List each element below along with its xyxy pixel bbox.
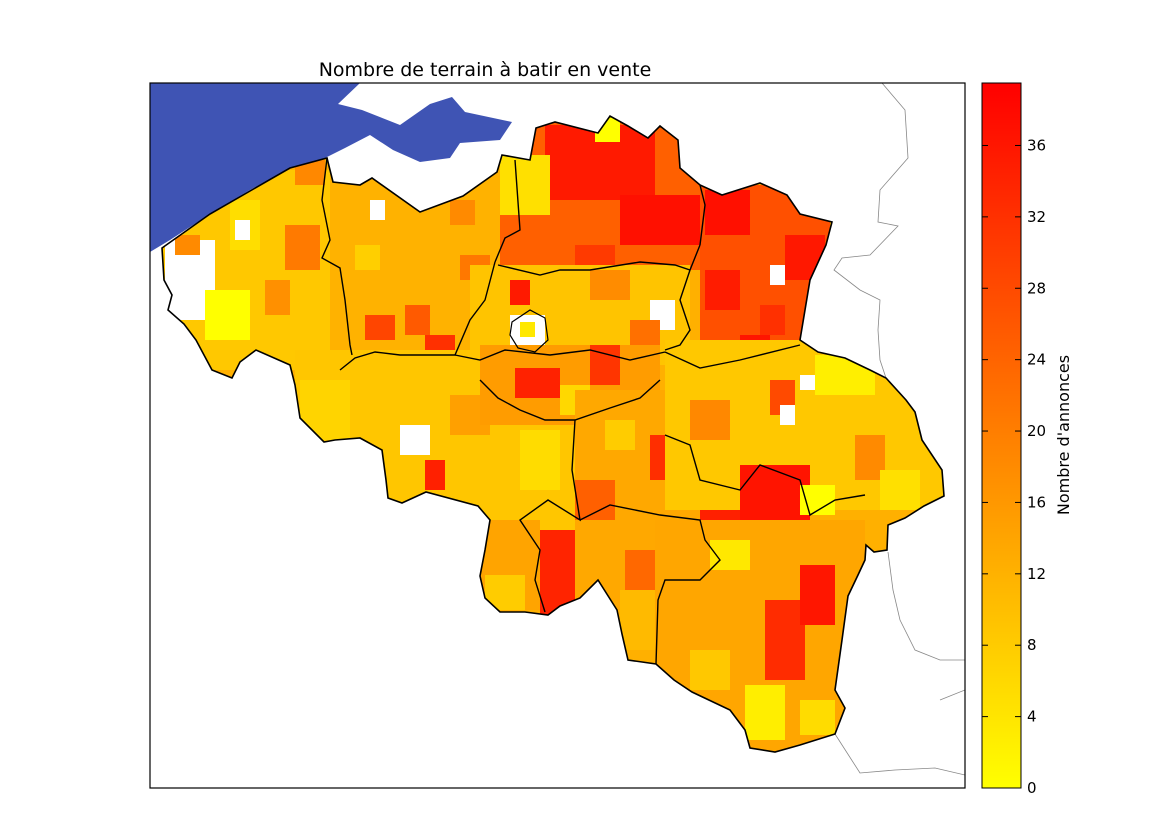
colorbar-tick-label: 16 xyxy=(1027,493,1046,511)
colorbar-tick-label: 8 xyxy=(1027,636,1037,654)
colorbar-tick-label: 32 xyxy=(1027,208,1046,226)
map-area xyxy=(150,83,965,788)
colorbar-tick-label: 20 xyxy=(1027,422,1046,440)
map-title: Nombre de terrain à batir en vente xyxy=(319,59,652,81)
north-sea xyxy=(150,83,512,252)
colorbar-tick-label: 28 xyxy=(1027,279,1046,297)
colorbar-label: Nombre d'annonces xyxy=(1054,355,1073,515)
belgium-border xyxy=(161,114,945,753)
neighbor-borders xyxy=(833,83,965,776)
colorbar-tick-label: 36 xyxy=(1027,136,1046,154)
colorbar-ticks: 0 4 8 12 16 20 24 28 32 36 xyxy=(982,136,1046,797)
brussels-border xyxy=(509,309,549,353)
colorbar-gradient xyxy=(981,82,1022,789)
colorbar-tick-label: 24 xyxy=(1027,351,1046,369)
map-frame xyxy=(149,82,966,789)
colorbar-tick-label: 12 xyxy=(1027,565,1046,583)
colorbar-tick-label: 0 xyxy=(1027,779,1037,797)
province-borders xyxy=(321,157,866,665)
colorbar-tick-label: 4 xyxy=(1027,708,1037,726)
colorbar: 0 4 8 12 16 20 24 28 32 36 Nombre d'annonces xyxy=(981,82,1073,797)
